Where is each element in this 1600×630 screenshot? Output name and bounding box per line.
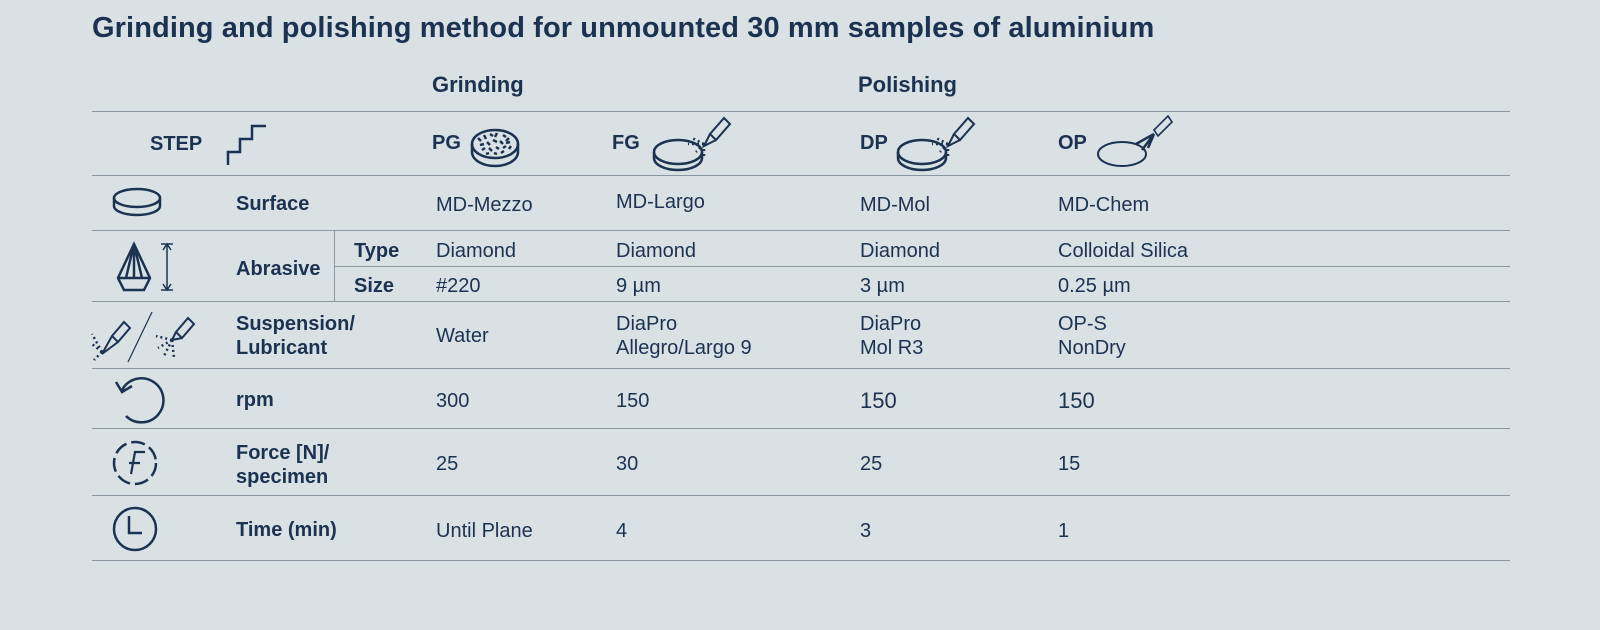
rule-abrasive [92,301,1510,302]
row-label-suspension-line1: Suspension/ [236,313,355,335]
cell-type-dp: Diamond [860,240,941,262]
row-label-surface: Surface [236,193,310,215]
row-label-rpm: rpm [236,389,274,411]
cell-suspension-op-line1: OP-S [1058,313,1107,335]
cell-force-op: 15 [1058,453,1081,475]
rule-abrasive-divider [334,230,335,301]
abrasive-diamond-icon [116,241,173,292]
cell-suspension-dp-line1: DiaPro [860,313,922,335]
rule-rpm [92,428,1510,429]
disc-with-spray-icon [896,116,976,172]
cell-rpm-fg: 150 [616,390,650,412]
group-header-grinding: Grinding [432,72,524,97]
disc-icon [112,187,162,217]
cell-surface-op: MD-Chem [1058,194,1150,216]
cell-force-pg: 25 [436,453,459,475]
rule-suspension [92,368,1510,369]
rule-force [92,495,1510,496]
force-icon [112,440,158,486]
cell-size-pg: #220 [436,275,481,297]
cell-suspension-fg-line1: DiaPro [616,313,678,335]
cell-type-pg: Diamond [436,240,517,262]
cell-rpm-op: 150 [1058,388,1095,413]
rule-bottom [92,560,1510,561]
rule-abrasive-inner [334,266,1510,267]
cell-type-fg: Diamond [616,240,697,262]
cell-surface-fg: MD-Largo [616,191,705,213]
row-label-suspension-line2: Lubricant [236,337,328,359]
group-header-polishing: Polishing [858,72,957,97]
suspension-lubricant-icon [90,311,196,363]
step-header: STEP [150,133,203,155]
cell-suspension-op-line2: NonDry [1058,337,1126,359]
row-label-time: Time (min) [236,519,337,541]
row-label-force-line1: Force [N]/ [236,442,330,464]
row-label-abrasive: Abrasive [236,258,321,280]
step-code-pg: PG [432,132,461,154]
cell-suspension-fg-line2: Allegro/Largo 9 [616,337,752,359]
cell-surface-dp: MD-Mol [860,194,930,216]
cell-rpm-dp: 150 [860,388,897,413]
row-label-size: Size [354,275,395,297]
cell-size-dp: 3 µm [860,275,905,297]
cell-force-fg: 30 [616,453,639,475]
step-code-fg: FG [612,132,640,154]
row-label-type: Type [354,240,400,262]
rule-step [92,175,1510,176]
cell-time-op: 1 [1058,520,1070,542]
cell-size-fg: 9 µm [616,275,661,297]
step-code-dp: DP [860,132,888,154]
rule-surface [92,230,1510,231]
rule-top [92,111,1510,112]
cell-surface-pg: MD-Mezzo [436,194,533,216]
cell-size-op: 0.25 µm [1058,275,1131,297]
cell-rpm-pg: 300 [436,390,470,412]
cell-force-dp: 25 [860,453,883,475]
steps-icon [226,124,266,165]
clock-icon [112,506,158,552]
grinding-disc-icon [470,128,520,168]
cell-time-pg: Until Plane [436,520,533,542]
step-code-op: OP [1058,132,1087,154]
cloth-with-spray-icon [1097,114,1174,167]
disc-with-spray-icon [652,116,732,172]
cell-time-dp: 3 [860,520,872,542]
cell-time-fg: 4 [616,520,628,542]
cell-suspension-dp-line2: Mol R3 [860,337,924,359]
rotation-icon [114,377,165,424]
row-label-force-line2: specimen [236,466,329,488]
cell-type-op: Colloidal Silica [1058,240,1189,262]
cell-suspension-pg: Water [436,325,489,347]
page-title: Grinding and polishing method for unmoun… [92,12,1155,44]
